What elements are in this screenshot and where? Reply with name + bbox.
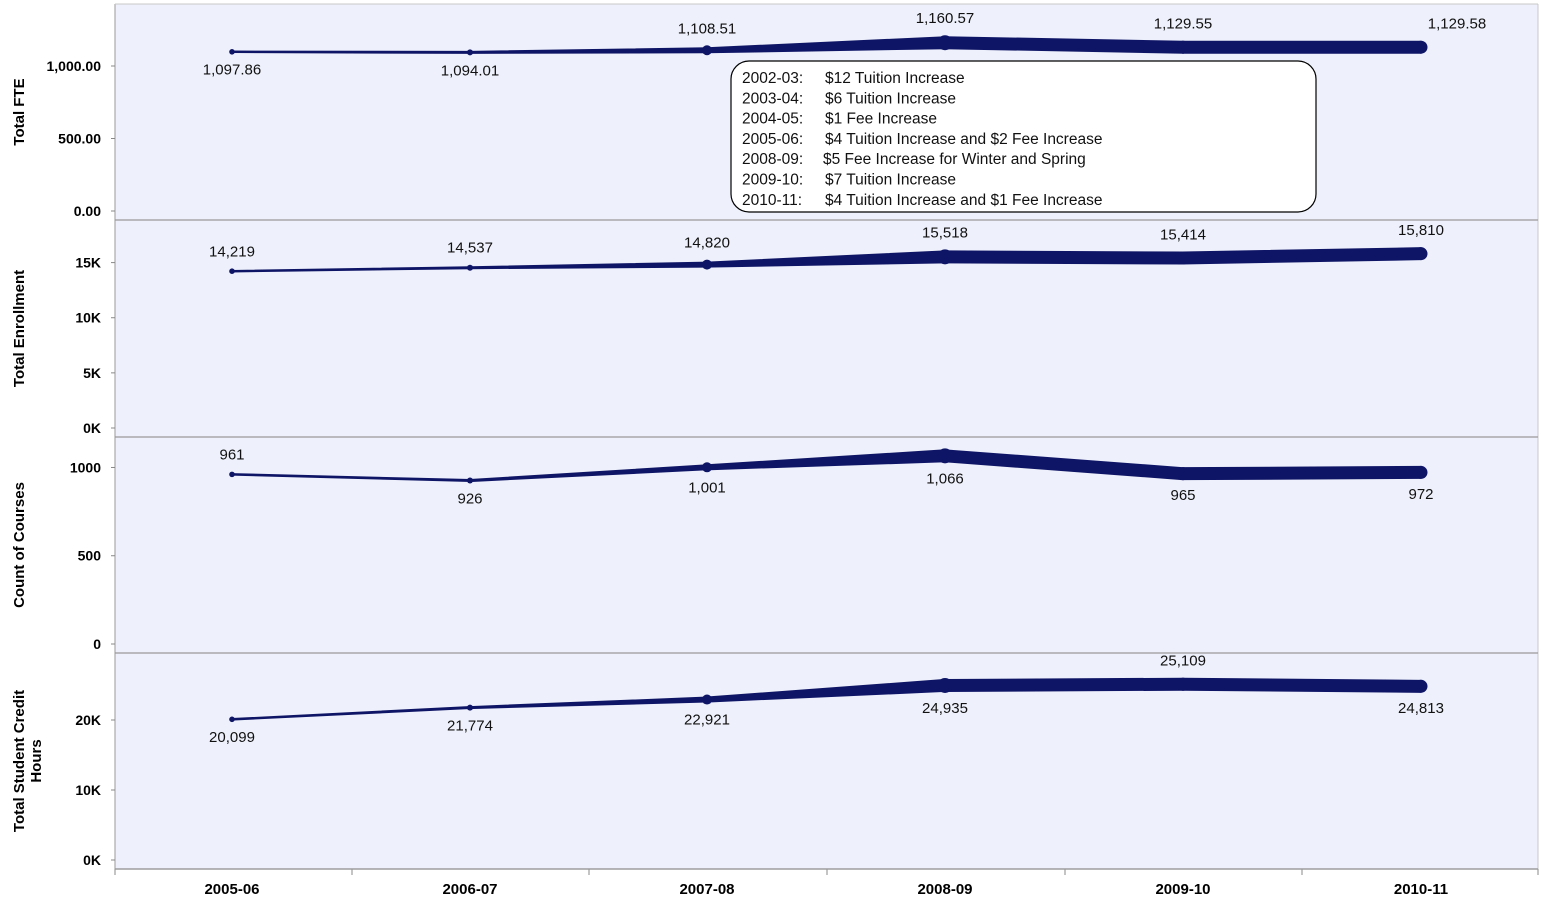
annotation-text: $12 Tuition Increase (825, 70, 965, 87)
data-label: 1,066 (926, 470, 964, 487)
data-point (937, 249, 953, 265)
y-tick-label: 20K (75, 712, 101, 728)
x-tick-label: 2008-09 (917, 881, 972, 898)
data-label: 22,921 (684, 712, 730, 729)
y-axis-label: Total Enrollment (11, 270, 28, 387)
annotation-text: $4 Tuition Increase and $1 Fee Increase (825, 192, 1102, 209)
data-point (1176, 677, 1190, 691)
y-tick-label: 5K (83, 365, 101, 381)
data-label: 965 (1170, 487, 1195, 504)
panel-1: Total FTE 0.00 500.00 1,000.00 1,097.86 1,094… (11, 10, 1538, 221)
series-line-segment (944, 677, 1184, 692)
y-tick-label: 0.00 (74, 203, 101, 219)
data-label: 15,810 (1398, 222, 1444, 239)
panel-4: Total Student CreditHours 0K 10K 20K 20,099 2… (11, 653, 1538, 870)
data-label: 25,109 (1160, 653, 1206, 670)
data-label: 15,414 (1160, 227, 1206, 244)
data-label: 24,813 (1398, 700, 1444, 717)
data-point (1414, 465, 1428, 479)
y-tick-label: 1000 (70, 459, 101, 475)
data-label: 15,518 (922, 224, 968, 241)
data-point (702, 259, 712, 270)
annotation-year: 2009-10: (742, 172, 803, 189)
annotation-text: $1 Fee Increase (825, 111, 937, 128)
series-line-segment (944, 250, 1184, 265)
x-tick-label: 2005-06 (204, 881, 259, 898)
panel-2: Total Enrollment 0K 5K 10K 15K 14,219 14,537 14… (11, 222, 1538, 438)
data-point (467, 704, 473, 711)
data-point (467, 49, 473, 56)
data-label: 1,094.01 (441, 62, 499, 79)
data-point (702, 694, 712, 705)
data-label: 1,001 (688, 479, 726, 496)
annotation-text: $4 Tuition Increase and $2 Fee Increase (825, 131, 1102, 148)
annotation-year: 2003-04: (742, 90, 803, 107)
annotation-text: $6 Tuition Increase (825, 90, 956, 107)
y-tick-label: 0K (83, 852, 101, 868)
data-label: 926 (457, 491, 482, 508)
y-tick-label: 0 (93, 636, 101, 652)
y-tick-label: 10K (75, 782, 101, 798)
data-point (229, 268, 235, 275)
data-point (229, 716, 235, 723)
x-tick-label: 2009-10 (1155, 881, 1210, 898)
data-point (467, 477, 473, 484)
data-point (937, 677, 953, 693)
data-point (937, 35, 953, 51)
data-point (1176, 467, 1190, 481)
x-tick-label: 2007-08 (679, 881, 734, 898)
data-point (1414, 247, 1428, 261)
annotation-text: $5 Fee Increase for Winter and Spring (823, 151, 1086, 168)
y-tick-label: 0K (83, 420, 101, 436)
annotation-year: 2005-06: (742, 131, 803, 148)
data-point (467, 264, 473, 271)
y-axis-label: Total FTE (11, 78, 28, 145)
x-tick-label: 2006-07 (442, 881, 497, 898)
data-label: 14,537 (447, 240, 493, 257)
series-line-segment (1182, 40, 1422, 54)
y-tick-label: 1,000.00 (47, 58, 102, 74)
data-label: 21,774 (447, 718, 493, 735)
data-label: 961 (219, 447, 244, 464)
annotation-year: 2004-05: (742, 111, 803, 128)
data-point (937, 448, 953, 464)
data-label: 1,160.57 (916, 10, 974, 27)
data-label: 14,219 (209, 243, 255, 260)
series-line-segment (1182, 465, 1422, 481)
data-point (1414, 40, 1428, 54)
annotation-year: 2008-09: (742, 151, 803, 168)
data-point (229, 49, 235, 55)
data-label: 1,129.58 (1428, 16, 1486, 33)
data-point (1176, 251, 1190, 265)
data-point (702, 45, 712, 56)
tuition-annotation: 2002-03: $12 Tuition Increase 2003-04: $6 T… (730, 60, 1317, 213)
data-label: 1,097.86 (203, 62, 261, 79)
annotation-year: 2010-11: (742, 192, 802, 209)
annotation-box (730, 60, 1317, 213)
y-tick-label: 500.00 (58, 131, 101, 147)
y-tick-label: 500 (78, 548, 102, 564)
data-label: 972 (1408, 486, 1433, 503)
panel-3: Count of Courses 0 500 1000 961 926 1,001 1,066… (11, 447, 1538, 654)
annotation-year: 2002-03: (742, 70, 803, 87)
data-label: 1,108.51 (678, 20, 736, 37)
data-point (1414, 679, 1428, 693)
annotation-text: $7 Tuition Increase (825, 172, 956, 189)
data-label: 14,820 (684, 235, 730, 252)
y-tick-label: 10K (75, 310, 101, 326)
series-line-segment (231, 50, 471, 54)
data-point (1176, 40, 1190, 54)
y-tick-label: 15K (75, 255, 101, 271)
y-axis-label: Total Student CreditHours (11, 690, 45, 832)
series-line-segment (1182, 677, 1422, 693)
data-label: 1,129.55 (1154, 16, 1212, 33)
data-label: 20,099 (209, 729, 255, 746)
data-point (229, 471, 235, 478)
y-axis-label: Count of Courses (11, 482, 28, 608)
data-label: 24,935 (922, 700, 968, 717)
x-tick-label: 2010-11 (1394, 881, 1448, 898)
data-point (702, 462, 712, 473)
